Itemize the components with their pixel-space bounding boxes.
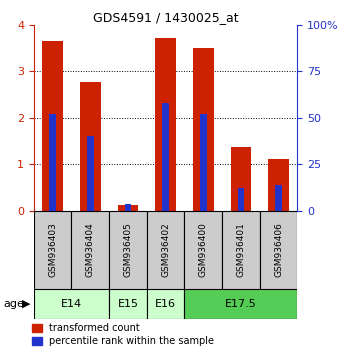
- Bar: [185, 211, 222, 289]
- Text: GSM936401: GSM936401: [237, 222, 245, 277]
- Legend: transformed count, percentile rank within the sample: transformed count, percentile rank withi…: [32, 324, 214, 346]
- Bar: [109, 289, 147, 319]
- Text: E16: E16: [155, 298, 176, 309]
- Bar: [222, 211, 260, 289]
- Bar: [275, 185, 282, 211]
- Text: GSM936404: GSM936404: [86, 222, 95, 277]
- Bar: [80, 82, 101, 211]
- Bar: [147, 211, 185, 289]
- Bar: [34, 289, 109, 319]
- Bar: [87, 136, 94, 211]
- Bar: [118, 205, 138, 211]
- Bar: [162, 103, 169, 211]
- Text: GSM936400: GSM936400: [199, 222, 208, 277]
- Text: age: age: [3, 298, 24, 309]
- Bar: [125, 204, 131, 211]
- Text: GSM936402: GSM936402: [161, 222, 170, 277]
- Bar: [71, 211, 109, 289]
- Bar: [200, 114, 207, 211]
- Title: GDS4591 / 1430025_at: GDS4591 / 1430025_at: [93, 11, 238, 24]
- Text: GSM936405: GSM936405: [123, 222, 132, 277]
- Bar: [238, 188, 244, 211]
- Bar: [109, 211, 147, 289]
- Bar: [260, 211, 297, 289]
- Bar: [147, 289, 185, 319]
- Text: E14: E14: [61, 298, 82, 309]
- Bar: [42, 41, 63, 211]
- Bar: [268, 159, 289, 211]
- Bar: [34, 211, 71, 289]
- Bar: [193, 48, 214, 211]
- Text: ▶: ▶: [22, 298, 30, 309]
- Text: E15: E15: [118, 298, 139, 309]
- Bar: [49, 114, 56, 211]
- Text: E17.5: E17.5: [225, 298, 257, 309]
- Text: GSM936406: GSM936406: [274, 222, 283, 277]
- Bar: [185, 289, 297, 319]
- Bar: [231, 147, 251, 211]
- Text: GSM936403: GSM936403: [48, 222, 57, 277]
- Bar: [155, 38, 176, 211]
